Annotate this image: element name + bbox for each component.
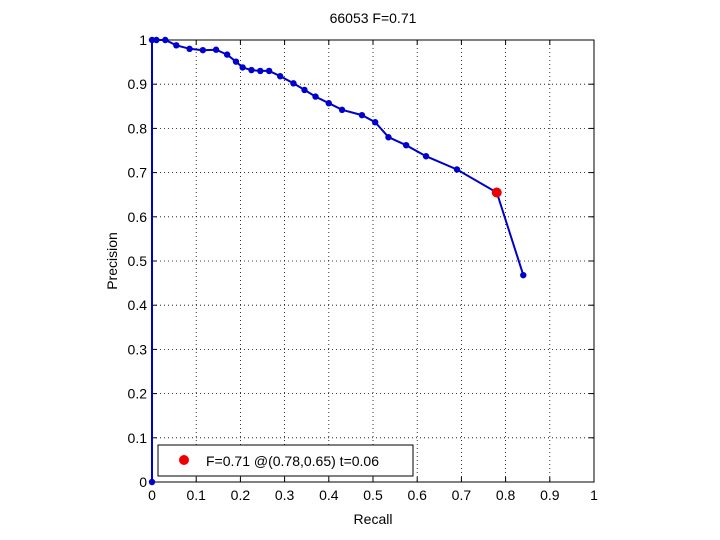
series-layer (148, 36, 527, 486)
grid-lines (152, 40, 594, 482)
series-point (173, 42, 180, 49)
series-point (199, 46, 207, 54)
highlight-layer (491, 187, 502, 198)
series-point (162, 36, 169, 44)
x-tick-label: 0.5 (363, 487, 383, 503)
series-point (248, 66, 255, 74)
legend-box (157, 444, 414, 477)
series-point (186, 45, 193, 53)
y-axis-label: Precision (104, 232, 120, 290)
x-tick-label: 0.9 (540, 487, 560, 503)
x-tick-label: 0.7 (452, 487, 472, 503)
legend: F=0.71 @(0.78,0.65) t=0.06 (157, 444, 414, 477)
y-tick-label: 1 (139, 32, 147, 48)
best-f-point (491, 187, 502, 198)
series-point (148, 36, 156, 44)
x-tick-label: 0.2 (231, 487, 251, 503)
series-point (301, 86, 308, 94)
x-tick-label: 0.1 (186, 487, 206, 503)
y-tick-label: 0.6 (128, 209, 148, 225)
series-point (265, 67, 273, 75)
legend-marker (179, 455, 189, 465)
series-line (151, 39, 525, 482)
y-tick-label: 0.8 (128, 120, 148, 136)
series-point (422, 153, 430, 160)
x-tick-label: 0.4 (319, 487, 339, 503)
series-point (372, 119, 379, 126)
series-point (148, 478, 156, 486)
x-tick-label: 1 (590, 487, 598, 503)
x-axis-label: Recall (354, 511, 393, 527)
series-point (223, 51, 231, 58)
series-point (276, 73, 284, 80)
y-tick-label: 0.7 (128, 165, 148, 181)
y-tick-label: 0 (139, 474, 147, 490)
series-point (153, 36, 160, 44)
x-tick-label: 0.6 (407, 487, 427, 503)
y-tick-label: 0.2 (128, 386, 148, 402)
series-point (358, 111, 366, 119)
legend-label: F=0.71 @(0.78,0.65) t=0.06 (206, 453, 379, 469)
series-point (453, 166, 461, 173)
x-tick-label: 0 (148, 487, 156, 503)
series-point (325, 100, 332, 107)
x-tick-label: 0.3 (275, 487, 295, 503)
series-point (257, 67, 264, 75)
series-point (338, 106, 346, 114)
x-tick-label: 0.8 (496, 487, 516, 503)
y-tick-label: 0.5 (128, 253, 148, 269)
series-point (312, 93, 319, 100)
series-point (232, 58, 240, 65)
x-tick-labels: 0 0.1 0.2 0.3 0.4 0.5 0.6 0.7 0.8 0.9 1 (148, 487, 598, 503)
y-tick-labels: 0 0.1 0.2 0.3 0.4 0.5 0.6 0.7 0.8 0.9 1 (128, 32, 148, 490)
chart-title: 66053 F=0.71 (330, 10, 417, 26)
y-tick-label: 0.9 (128, 76, 148, 92)
y-tick-label: 0.3 (128, 341, 148, 357)
series-point (520, 271, 527, 279)
series-point (385, 134, 392, 141)
series-point (402, 141, 410, 149)
y-tick-label: 0.4 (128, 297, 148, 313)
series-point (239, 64, 246, 71)
y-tick-label: 0.1 (128, 430, 148, 446)
series-point (290, 80, 297, 87)
series-point (212, 46, 220, 53)
